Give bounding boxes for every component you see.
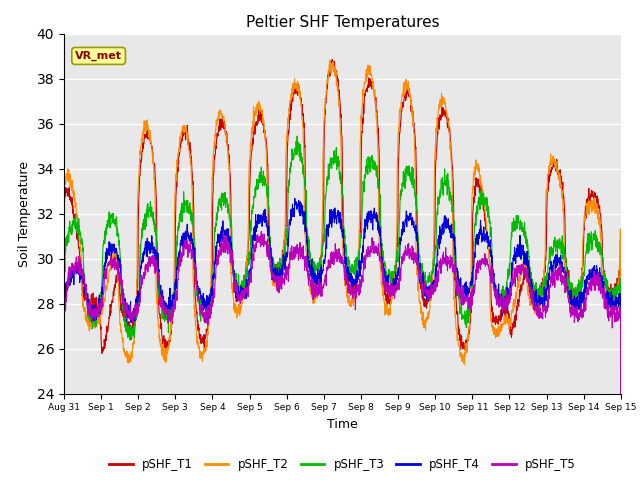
pSHF_T5 (504, 302, 512, 308)
Line: pSHF_T2: pSHF_T2 (64, 60, 621, 480)
pSHF_T3 (504, 276, 512, 282)
Y-axis label: Soil Temperature: Soil Temperature (18, 161, 31, 266)
pSHF_T1 (328, 57, 336, 62)
pSHF_T2 (216, 108, 223, 113)
pSHF_T5 (371, 246, 379, 252)
pSHF_T4 (371, 209, 379, 215)
pSHF_T2 (584, 206, 591, 212)
pSHF_T3 (60, 270, 68, 276)
pSHF_T5 (568, 311, 575, 317)
pSHF_T2 (568, 294, 575, 300)
pSHF_T3 (371, 166, 379, 172)
Line: pSHF_T1: pSHF_T1 (64, 60, 621, 480)
pSHF_T5 (60, 296, 68, 302)
pSHF_T3 (293, 133, 301, 139)
pSHF_T3 (216, 200, 223, 206)
pSHF_T5 (584, 291, 591, 297)
Legend: pSHF_T1, pSHF_T2, pSHF_T3, pSHF_T4, pSHF_T5: pSHF_T1, pSHF_T2, pSHF_T3, pSHF_T4, pSHF… (104, 454, 580, 476)
pSHF_T5 (216, 250, 223, 255)
pSHF_T4 (291, 195, 299, 201)
pSHF_T4 (359, 243, 367, 249)
pSHF_T1 (584, 201, 591, 207)
Title: Peltier SHF Temperatures: Peltier SHF Temperatures (246, 15, 439, 30)
X-axis label: Time: Time (327, 418, 358, 431)
pSHF_T2 (60, 192, 68, 197)
pSHF_T2 (359, 93, 367, 99)
pSHF_T1 (504, 310, 512, 315)
pSHF_T1 (216, 121, 223, 127)
pSHF_T2 (504, 319, 512, 324)
pSHF_T4 (60, 292, 68, 298)
pSHF_T1 (359, 115, 367, 121)
pSHF_T5 (359, 276, 367, 281)
pSHF_T1 (60, 220, 68, 226)
pSHF_T3 (584, 248, 591, 253)
Text: VR_met: VR_met (75, 51, 122, 61)
pSHF_T5 (257, 228, 265, 234)
Line: pSHF_T4: pSHF_T4 (64, 198, 621, 480)
pSHF_T3 (359, 196, 367, 202)
pSHF_T1 (371, 93, 379, 99)
pSHF_T2 (371, 87, 379, 93)
Line: pSHF_T5: pSHF_T5 (64, 231, 621, 480)
Line: pSHF_T3: pSHF_T3 (64, 136, 621, 480)
pSHF_T4 (504, 294, 512, 300)
pSHF_T4 (216, 240, 223, 246)
pSHF_T3 (568, 288, 575, 294)
pSHF_T4 (584, 274, 591, 279)
pSHF_T1 (568, 284, 575, 289)
pSHF_T4 (568, 296, 575, 302)
pSHF_T2 (326, 57, 334, 63)
